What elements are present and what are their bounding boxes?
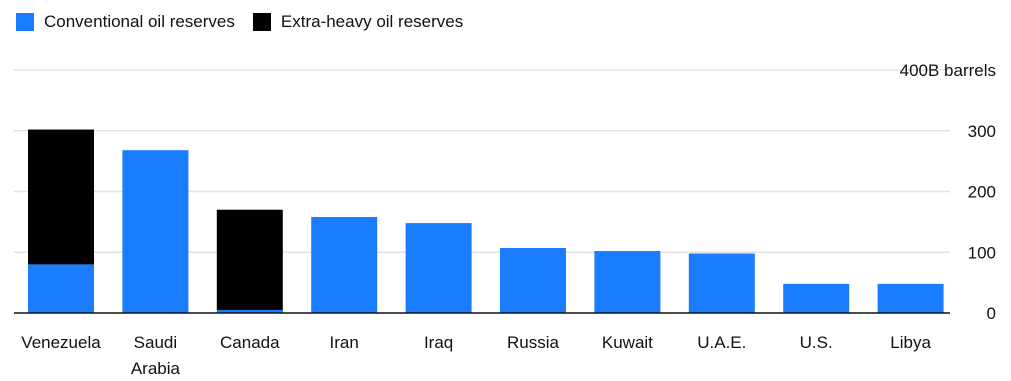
bar-extra-heavy	[28, 129, 94, 265]
x-tick-label: Russia	[507, 333, 560, 352]
x-tick-label: Venezuela	[21, 333, 101, 352]
legend-label-extra-heavy: Extra-heavy oil reserves	[280, 12, 464, 31]
x-tick-label: Libya	[890, 333, 931, 352]
x-tick-label: U.S.	[800, 333, 833, 352]
y-tick-label: 200	[968, 183, 996, 202]
x-tick-label: Iran	[330, 333, 359, 352]
bars	[28, 129, 944, 313]
bar-conventional	[500, 247, 566, 313]
legend-label-conventional: Conventional oil reserves	[44, 12, 235, 31]
bar-conventional	[122, 150, 189, 313]
bar-extra-heavy	[216, 209, 283, 310]
x-tick-label: Saudi Arabia	[131, 333, 181, 378]
x-tick-label: Canada	[220, 333, 280, 352]
y-tick-label: 0	[987, 304, 996, 323]
legend-item-extra-heavy: Extra-heavy oil reserves	[252, 12, 464, 32]
bar-conventional	[877, 283, 944, 313]
bar-conventional	[594, 251, 661, 313]
legend-swatch-extra-heavy	[252, 13, 271, 31]
bar-conventional	[405, 223, 472, 313]
bar-conventional	[216, 309, 283, 313]
bar-conventional	[783, 283, 850, 313]
y-tick-label: 400B barrels	[900, 61, 996, 80]
y-tick-label: 300	[968, 122, 996, 141]
y-axis-ticks: 0 100 200 300 400B barrels	[900, 61, 996, 323]
y-tick-label: 100	[968, 243, 996, 262]
chart-legend: Conventional oil reserves Extra-heavy oi…	[16, 12, 463, 32]
bar-conventional	[311, 217, 378, 313]
legend-item-conventional: Conventional oil reserves	[16, 12, 235, 32]
x-tick-label: U.A.E.	[697, 333, 746, 352]
bar-conventional	[28, 264, 94, 313]
x-tick-label: Iraq	[424, 333, 453, 352]
bar-conventional	[688, 253, 755, 313]
x-axis-labels: Venezuela Saudi Arabia Canada Iran Iraq Russia…	[21, 333, 931, 378]
x-tick-label: Kuwait	[602, 333, 653, 352]
legend-swatch-conventional	[16, 13, 34, 31]
